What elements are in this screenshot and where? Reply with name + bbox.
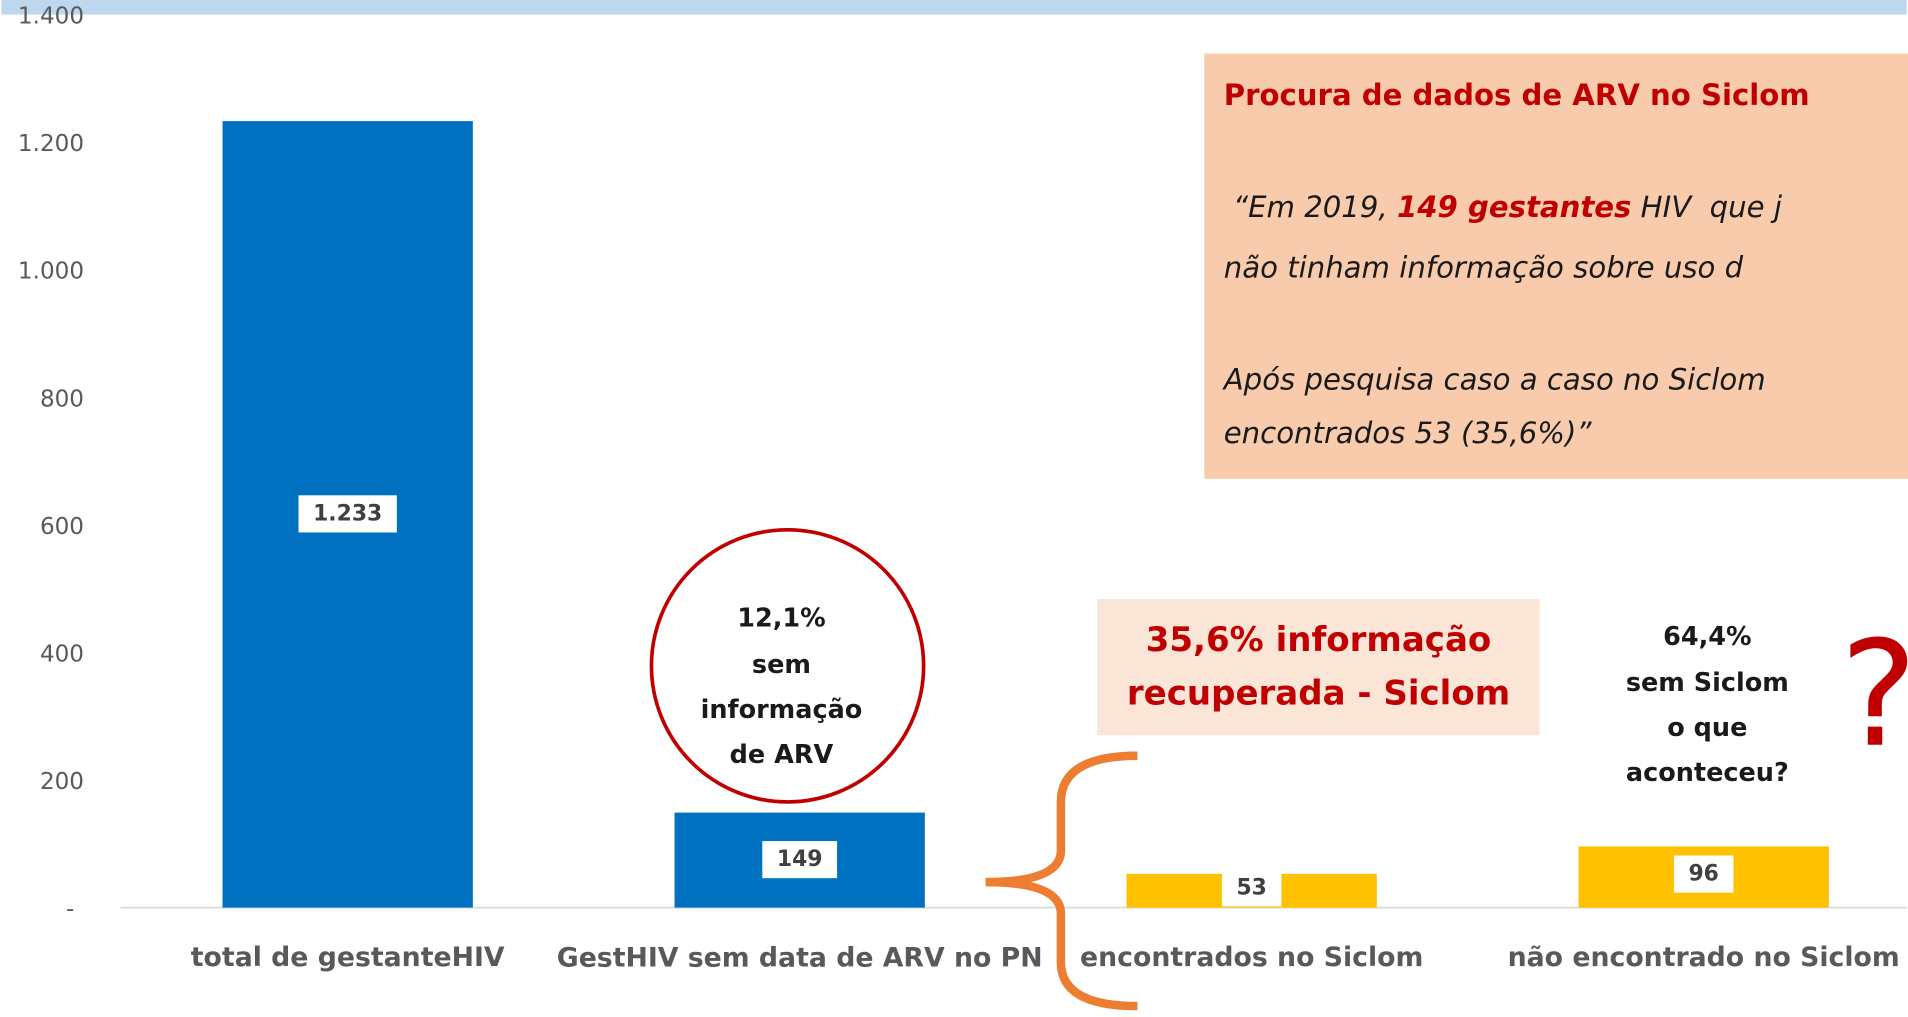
recovered-box <box>1097 599 1540 736</box>
circle-text: de ARV <box>730 740 834 770</box>
annotation-text: “Em 2019, <box>1224 190 1397 224</box>
missing-text: o que <box>1667 713 1747 743</box>
missing-text: sem Siclom <box>1626 668 1789 698</box>
value-label: 96 <box>1688 862 1718 887</box>
annotation-box <box>1204 53 1908 479</box>
annotation-text: “Em 2019, 149 gestantes HIV que j <box>1224 190 1783 224</box>
brace <box>985 751 1138 1011</box>
x-tick-label: GestHIV sem data de ARV no PN <box>557 942 1043 973</box>
annotation-text: encontrados 53 (35,6%)” <box>1224 416 1593 450</box>
value-label: 1.233 <box>313 501 382 526</box>
missing-text: aconteceu? <box>1626 758 1789 788</box>
value-label-bg <box>1221 869 1282 907</box>
top-strip <box>1 0 1907 15</box>
y-tick-label: - <box>66 897 74 923</box>
x-tick-label: total de gestanteHIV <box>191 942 505 973</box>
value-label-bg <box>762 841 838 879</box>
recovered-text: recuperada - Siclom <box>1127 674 1510 714</box>
value-label: 149 <box>777 847 823 872</box>
circle-text: sem <box>752 650 811 680</box>
y-tick-label: 200 <box>40 769 84 795</box>
y-tick-label: 1.000 <box>18 259 84 285</box>
recovered-text: 35,6% informação <box>1146 620 1492 660</box>
y-tick-label: 1.200 <box>18 131 84 157</box>
annotation-title: Procura de dados de ARV no Siclom <box>1224 78 1810 112</box>
annotation-text: HIV que j <box>1631 190 1782 224</box>
value-label: 53 <box>1236 875 1266 900</box>
y-tick-label: 1.400 <box>18 4 84 30</box>
circle-text: 12,1% <box>737 604 825 634</box>
circle-text: informação <box>701 695 863 725</box>
plot-area: - 200 400 600 800 1.000 1.200 1.400 1.233 total d… <box>18 4 1907 973</box>
annotation-text: Após pesquisa caso a caso no Siclom <box>1222 363 1766 397</box>
missing-text: 64,4% <box>1663 622 1751 652</box>
annotation-highlight: 149 gestantes <box>1397 190 1631 224</box>
y-tick-label: 600 <box>40 514 84 540</box>
annotation-text: não tinham informação sobre uso d <box>1224 251 1744 285</box>
x-tick-label: encontrados no Siclom <box>1080 942 1423 973</box>
highlight-circle <box>649 527 926 804</box>
y-tick-label: 800 <box>40 386 84 412</box>
x-tick-label-line: GestHIV sem data de ARV no PN <box>557 942 1043 973</box>
question-mark: ? <box>1840 611 1908 780</box>
value-label-bg <box>298 495 397 533</box>
y-tick-label: 400 <box>40 641 84 667</box>
x-tick-label: não encontrado no Siclom <box>1508 942 1900 973</box>
value-label-bg <box>1673 855 1734 893</box>
